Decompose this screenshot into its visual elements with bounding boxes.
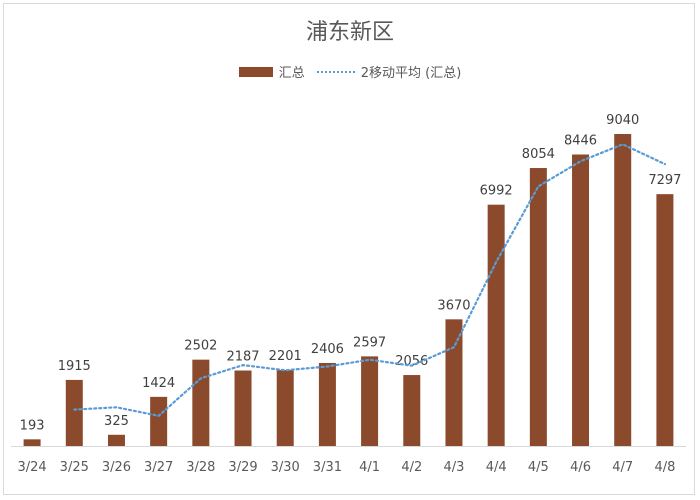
x-tick-label-3/26: 3/26: [102, 460, 131, 475]
data-label-4/4: 6992: [480, 184, 513, 199]
data-label-3/26: 325: [104, 414, 129, 429]
legend-label-moving-average: 2移动平均 (汇总): [360, 66, 462, 81]
bar-3/28: [192, 359, 210, 446]
x-tick-label-4/5: 4/5: [528, 460, 549, 475]
bar-4/6: [572, 154, 590, 446]
data-label-4/1: 2597: [353, 335, 386, 350]
x-tick-label-4/7: 4/7: [612, 460, 633, 475]
x-tick-label-3/28: 3/28: [186, 460, 215, 475]
bar-3/29: [234, 370, 252, 446]
x-tick-label-4/8: 4/8: [654, 460, 675, 475]
data-label-4/5: 8054: [522, 147, 555, 162]
x-tick-label-4/3: 4/3: [444, 460, 465, 475]
data-label-4/3: 3670: [437, 298, 470, 313]
data-label-4/2: 2056: [395, 354, 428, 369]
chart-title: 浦东新区: [305, 20, 394, 45]
data-label-3/30: 2201: [269, 349, 302, 364]
x-tick-label-3/29: 3/29: [228, 460, 257, 475]
data-label-3/28: 2502: [184, 339, 217, 354]
bar-4/3: [445, 319, 463, 446]
x-tick-label-4/4: 4/4: [486, 460, 507, 475]
bar-3/24: [23, 439, 41, 446]
x-tick-label-3/24: 3/24: [17, 460, 46, 475]
x-tick-label-4/6: 4/6: [570, 460, 591, 475]
bar-4/7: [614, 134, 632, 446]
data-label-3/29: 2187: [226, 350, 259, 365]
x-tick-label-3/27: 3/27: [144, 460, 173, 475]
data-label-3/25: 1915: [58, 359, 91, 374]
data-label-4/8: 7297: [648, 173, 681, 188]
legend-item-moving-average: 2移动平均 (汇总): [316, 62, 462, 81]
x-tick-label-3/30: 3/30: [271, 460, 300, 475]
legend-bar-swatch: [238, 66, 273, 77]
bar-4/2: [403, 375, 421, 446]
bar-3/30: [276, 370, 294, 446]
legend-item-bars: 汇总: [238, 62, 305, 81]
legend-line-swatch: [316, 70, 355, 73]
x-tick-label-4/1: 4/1: [359, 460, 380, 475]
data-label-3/31: 2406: [311, 342, 344, 357]
data-label-4/7: 9040: [606, 113, 639, 128]
bar-4/5: [529, 168, 547, 446]
bar-4/8: [656, 194, 674, 446]
moving-average-line: [73, 143, 667, 417]
bar-3/31: [318, 362, 336, 446]
bar-4/1: [361, 356, 379, 446]
bar-3/25: [65, 379, 83, 446]
x-tick-label-3/25: 3/25: [60, 460, 89, 475]
legend-label-bars: 汇总: [278, 66, 305, 81]
data-label-3/24: 193: [20, 418, 45, 433]
x-tick-label-4/2: 4/2: [401, 460, 422, 475]
bar-3/26: [107, 434, 125, 446]
data-label-4/6: 8446: [564, 134, 597, 149]
bar-3/27: [150, 396, 168, 446]
legend: 汇总 2移动平均 (汇总): [0, 62, 700, 81]
x-tick-label-3/31: 3/31: [313, 460, 342, 475]
bar-4/4: [487, 204, 505, 446]
data-label-3/27: 1424: [142, 376, 175, 391]
